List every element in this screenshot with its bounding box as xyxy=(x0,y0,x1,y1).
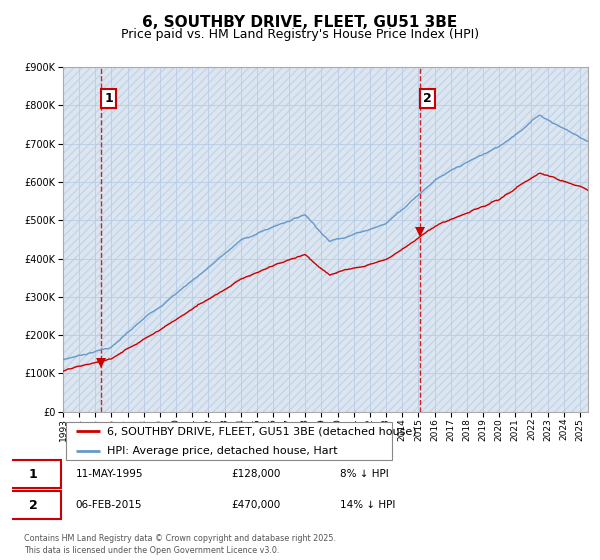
Text: 1: 1 xyxy=(29,468,38,481)
HPI: Average price, detached house, Hart: (2.02e+03, 7.23e+05): Average price, detached house, Hart: (2.… xyxy=(511,132,518,138)
HPI: Average price, detached house, Hart: (1.99e+03, 1.56e+05): Average price, detached house, Hart: (1.… xyxy=(92,348,99,355)
Text: 06-FEB-2015: 06-FEB-2015 xyxy=(76,500,142,510)
6, SOUTHBY DRIVE, FLEET, GU51 3BE (detached house) xyxy=(92,359,99,366)
HPI: Average price, detached house, Hart: (1.99e+03, 1.36e+05): Average price, detached house, Hart: (1.… xyxy=(59,356,67,363)
Text: 6, SOUTHBY DRIVE, FLEET, GU51 3BE: 6, SOUTHBY DRIVE, FLEET, GU51 3BE xyxy=(142,15,458,30)
Text: 6, SOUTHBY DRIVE, FLEET, GU51 3BE (detached house): 6, SOUTHBY DRIVE, FLEET, GU51 3BE (detac… xyxy=(107,426,416,436)
HPI: Average price, detached house, Hart: (2.01e+03, 5.19e+05): Average price, detached house, Hart: (2.… xyxy=(394,209,401,216)
6, SOUTHBY DRIVE, FLEET, GU51 3BE (detached house) xyxy=(59,368,67,375)
Text: £470,000: £470,000 xyxy=(231,500,280,510)
Text: £128,000: £128,000 xyxy=(231,469,280,479)
Text: Contains HM Land Registry data © Crown copyright and database right 2025.
This d: Contains HM Land Registry data © Crown c… xyxy=(24,534,336,555)
6, SOUTHBY DRIVE, FLEET, GU51 3BE (detached house) xyxy=(378,257,385,264)
Text: 14% ↓ HPI: 14% ↓ HPI xyxy=(340,500,395,510)
6, SOUTHBY DRIVE, FLEET, GU51 3BE (detached house) xyxy=(458,212,465,219)
6, SOUTHBY DRIVE, FLEET, GU51 3BE (detached house) xyxy=(536,170,544,176)
Text: 2: 2 xyxy=(423,92,432,105)
Text: Price paid vs. HM Land Registry's House Price Index (HPI): Price paid vs. HM Land Registry's House … xyxy=(121,28,479,41)
6, SOUTHBY DRIVE, FLEET, GU51 3BE (detached house) xyxy=(511,185,518,192)
Text: 1: 1 xyxy=(104,92,113,105)
6, SOUTHBY DRIVE, FLEET, GU51 3BE (detached house) xyxy=(584,187,592,194)
Line: 6, SOUTHBY DRIVE, FLEET, GU51 3BE (detached house): 6, SOUTHBY DRIVE, FLEET, GU51 3BE (detac… xyxy=(63,173,588,371)
6, SOUTHBY DRIVE, FLEET, GU51 3BE (detached house) xyxy=(394,249,401,256)
HPI: Average price, detached house, Hart: (2.03e+03, 7.06e+05): Average price, detached house, Hart: (2.… xyxy=(584,138,592,145)
Text: 2: 2 xyxy=(29,498,38,512)
FancyBboxPatch shape xyxy=(6,460,61,488)
FancyBboxPatch shape xyxy=(6,491,61,519)
FancyBboxPatch shape xyxy=(67,422,392,460)
Text: 8% ↓ HPI: 8% ↓ HPI xyxy=(340,469,389,479)
HPI: Average price, detached house, Hart: (2.02e+03, 6.42e+05): Average price, detached house, Hart: (2.… xyxy=(458,162,465,169)
Text: HPI: Average price, detached house, Hart: HPI: Average price, detached house, Hart xyxy=(107,446,337,456)
HPI: Average price, detached house, Hart: (2.01e+03, 4.74e+05): Average price, detached house, Hart: (2.… xyxy=(364,227,371,234)
6, SOUTHBY DRIVE, FLEET, GU51 3BE (detached house) xyxy=(364,262,371,268)
Text: 11-MAY-1995: 11-MAY-1995 xyxy=(76,469,143,479)
HPI: Average price, detached house, Hart: (2.02e+03, 7.75e+05): Average price, detached house, Hart: (2.… xyxy=(536,112,543,119)
HPI: Average price, detached house, Hart: (2.01e+03, 4.87e+05): Average price, detached house, Hart: (2.… xyxy=(378,222,385,228)
Line: HPI: Average price, detached house, Hart: HPI: Average price, detached house, Hart xyxy=(63,115,588,360)
